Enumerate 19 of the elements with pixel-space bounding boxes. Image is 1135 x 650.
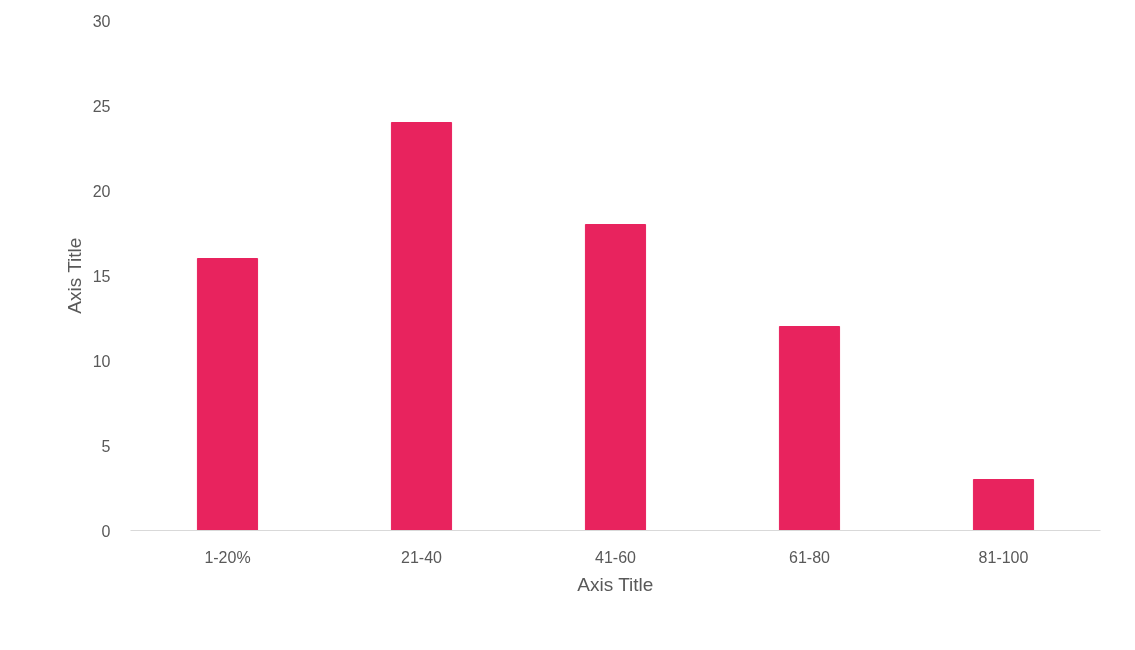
x-tick-label: 21-40 [401, 548, 443, 566]
x-axis-title: Axis Title [577, 573, 654, 595]
x-tick-label: 1-20% [204, 548, 251, 566]
y-tick-label: 10 [92, 352, 111, 370]
y-tick-label: 15 [92, 267, 111, 285]
bar [584, 224, 647, 531]
y-axis-title: Axis Title [63, 237, 85, 314]
y-tick-label: 0 [101, 522, 111, 540]
bar [196, 258, 259, 531]
bar [390, 122, 453, 531]
bar [972, 479, 1035, 531]
x-tick-label: 41-60 [595, 548, 637, 566]
y-tick-label: 30 [92, 12, 111, 30]
y-tick-label: 20 [92, 182, 111, 200]
bar [778, 326, 841, 531]
x-tick-label: 61-80 [789, 548, 831, 566]
x-tick-label: 81-100 [978, 548, 1029, 566]
y-tick-label: 5 [101, 437, 111, 455]
y-tick-label: 25 [92, 97, 111, 115]
